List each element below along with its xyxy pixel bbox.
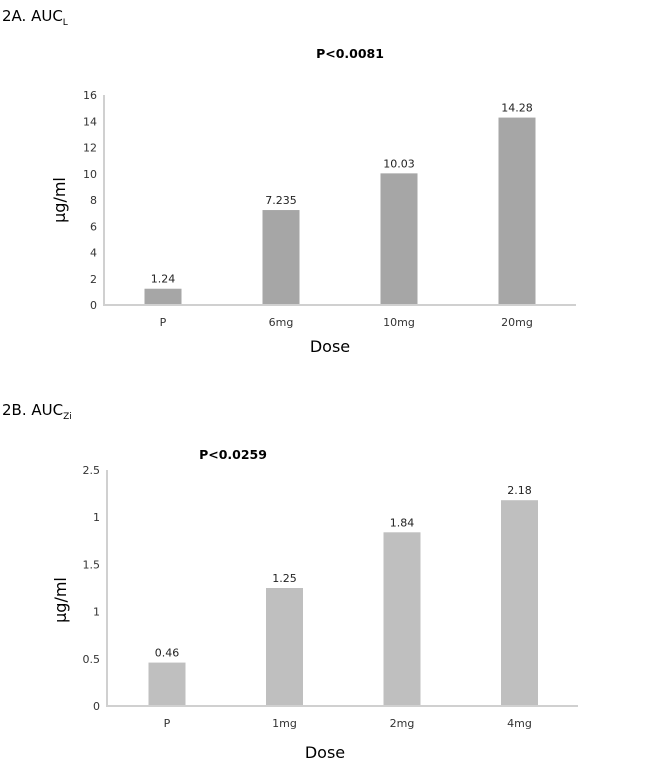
chart-b-y-tick-label: 1.5 xyxy=(83,558,101,571)
chart-b-bar xyxy=(148,662,186,706)
chart-a-data-label: 14.28 xyxy=(501,102,533,115)
chart-a-y-tick-label: 10 xyxy=(83,168,97,181)
chart-a-x-tick-label: 20mg xyxy=(501,316,533,329)
chart-a-xlabel: Dose xyxy=(310,337,350,356)
chart-a-y-tick-label: 14 xyxy=(83,115,97,128)
chart-a-y-tick-label: 6 xyxy=(90,220,97,233)
chart-b-xlabel: Dose xyxy=(305,743,345,762)
chart-a-y-tick-label: 0 xyxy=(90,299,97,312)
chart-b-data-label: 0.46 xyxy=(155,647,180,660)
chart-b-x-tick-label: P xyxy=(164,717,171,730)
chart-a-data-label: 1.24 xyxy=(151,273,176,286)
chart-a-ylabel: µg/ml xyxy=(50,177,69,223)
chart-b-data-label: 2.18 xyxy=(507,484,532,497)
chart-a-y-tick-label: 4 xyxy=(90,247,97,260)
chart-b-y-tick-label: 2.5 xyxy=(83,464,101,477)
chart-b-y-tick-label: 0.5 xyxy=(83,653,101,666)
chart-a-y-tick-label: 2 xyxy=(90,273,97,286)
chart-a-x-tick-label: 10mg xyxy=(383,316,415,329)
chart-a-heading: 2A. AUCL xyxy=(2,7,68,28)
chart-a-x-tick-label: P xyxy=(160,316,167,329)
chart-a-bar xyxy=(380,173,418,305)
chart-b-data-label: 1.84 xyxy=(390,516,415,529)
chart-a-bar xyxy=(498,117,536,305)
chart-b-x-tick-label: 2mg xyxy=(390,717,415,730)
chart-b-x-tick-label: 4mg xyxy=(507,717,532,730)
chart-b-bar xyxy=(501,500,538,706)
chart-b-y-tick-label: 1 xyxy=(93,511,100,524)
chart-a-plot: 0 2 4 6 8 10 12 14 16 1.24 P 7.235 6mg 10.03 10mg 14.28… xyxy=(83,89,576,329)
chart-a-title: P<0.0081 xyxy=(316,46,384,61)
chart-a-y-tick-label: 12 xyxy=(83,142,97,155)
chart-a-y-tick-label: 8 xyxy=(90,194,97,207)
chart-b-y-tick-label: 1 xyxy=(93,606,100,619)
chart-b-plot: 0 0.5 1 1.5 1 2.5 0.46 P 1.25 1mg 1.84 2mg 2.18 4mg xyxy=(83,464,578,730)
chart-a-y-tick-label: 16 xyxy=(83,89,97,102)
chart-b-data-label: 1.25 xyxy=(272,572,297,585)
chart-b-heading: 2B. AUCZi xyxy=(2,401,72,422)
chart-b-y-tick-label: 0 xyxy=(93,700,100,713)
chart-b-bar xyxy=(383,532,421,706)
chart-b-title: P<0.0259 xyxy=(199,447,267,462)
chart-a-x-tick-label: 6mg xyxy=(269,316,294,329)
chart-a-bar xyxy=(262,210,300,305)
chart-b-ylabel: µg/ml xyxy=(51,577,70,623)
chart-a-data-label: 10.03 xyxy=(383,157,415,170)
chart-a-data-label: 7.235 xyxy=(265,194,297,207)
chart-a-bar xyxy=(144,288,182,305)
chart-b-bar xyxy=(266,588,303,706)
chart-b-x-tick-label: 1mg xyxy=(272,717,297,730)
